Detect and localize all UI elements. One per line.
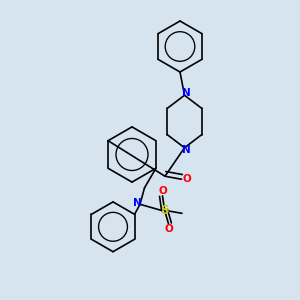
Text: N: N (182, 145, 190, 155)
Text: N: N (182, 88, 190, 98)
Text: O: O (182, 174, 191, 184)
Text: O: O (164, 224, 173, 234)
Text: S: S (160, 204, 169, 217)
Text: N: N (133, 198, 142, 208)
Text: O: O (158, 185, 167, 196)
